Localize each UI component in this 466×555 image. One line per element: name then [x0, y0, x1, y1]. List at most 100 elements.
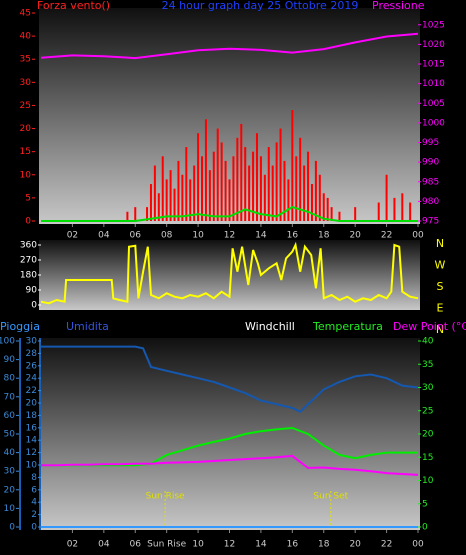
y-tick-label: 10	[4, 504, 16, 514]
y-tick-label: 30	[26, 337, 38, 347]
y-tick-label: 10	[20, 170, 32, 180]
y-tick-label: 1010	[422, 79, 445, 89]
legend-label: Pioggia	[0, 320, 40, 333]
bar	[401, 193, 404, 221]
y-tick-label: 30	[4, 467, 16, 477]
x-tick-label: 18	[318, 231, 330, 241]
bar	[177, 160, 180, 221]
y-tick-label: 60	[4, 411, 16, 421]
bar	[283, 160, 286, 221]
bar	[259, 156, 262, 221]
series-line	[40, 241, 419, 305]
bar	[126, 211, 129, 221]
y-tick-label: 10	[422, 476, 434, 486]
y-tick-label: 30	[20, 78, 32, 88]
y-tick-label: 975	[422, 217, 439, 227]
y-tick-label: 180	[20, 271, 37, 281]
y-tick-label: 5	[25, 193, 31, 203]
x-tick-label: 14	[255, 231, 267, 241]
bar	[252, 151, 255, 221]
y-tick-label: 0	[31, 301, 37, 311]
bar	[157, 193, 160, 221]
x-tick-label: 16	[287, 231, 299, 241]
y-tick-label: 360	[20, 241, 37, 251]
bar	[299, 137, 302, 221]
bar	[275, 142, 278, 221]
y-tick-label: 15	[20, 147, 31, 157]
legend-label: Umidita	[66, 320, 109, 333]
bar	[303, 165, 306, 221]
bar	[153, 165, 156, 221]
x-tick-label: 04	[98, 540, 110, 550]
bar	[267, 147, 270, 221]
x-tick-label: 04	[98, 231, 110, 241]
x-tick-label: 10	[192, 231, 204, 241]
bar	[204, 119, 207, 221]
y-tick-label: 8	[31, 473, 37, 483]
y-tick-label: 25	[422, 406, 433, 416]
bar	[307, 151, 310, 221]
x-tick-label: 18	[318, 540, 330, 550]
y-tick-label: 16	[26, 423, 38, 433]
bar	[255, 133, 258, 221]
series-line	[41, 345, 419, 413]
compass-label: S	[437, 280, 444, 293]
bar	[377, 202, 380, 221]
annotation-label: Sun Rise	[146, 492, 185, 502]
y-tick-label: 35	[422, 360, 433, 370]
bar	[146, 207, 149, 221]
bar	[197, 133, 200, 221]
y-tick-label: 70	[4, 392, 16, 402]
y-tick-label: 90	[26, 286, 38, 296]
y-tick-label: 18	[26, 411, 38, 421]
bar	[165, 179, 168, 221]
bar	[310, 184, 313, 221]
y-tick-label: 22	[26, 386, 37, 396]
x-tick-label: 00	[412, 231, 424, 241]
y-tick-label: 24	[26, 374, 38, 384]
bar	[224, 160, 227, 221]
y-tick-label: 20	[26, 399, 38, 409]
bar	[134, 207, 137, 221]
bar	[216, 128, 219, 221]
series-line	[40, 32, 419, 60]
y-tick-label: 5	[422, 499, 428, 509]
compass-label: W	[435, 259, 446, 272]
x-tick-label: 12	[224, 231, 235, 241]
y-tick-label: 12	[26, 448, 37, 458]
x-tick-label: 10	[192, 540, 204, 550]
bar	[161, 156, 164, 221]
bar	[338, 211, 341, 221]
y-tick-label: 0	[25, 217, 31, 227]
y-tick-label: 80	[4, 374, 16, 384]
x-tick-label: 16	[287, 540, 299, 550]
x-tick-label: Sun Rise	[147, 540, 186, 550]
y-tick-label: 45	[20, 9, 31, 19]
compass-label: N	[436, 323, 444, 336]
bar	[169, 170, 172, 221]
y-tick-label: 0	[9, 523, 15, 533]
y-tick-label: 6	[31, 485, 37, 495]
bar	[287, 179, 290, 221]
y-tick-label: 40	[422, 337, 434, 347]
y-tick-label: 20	[422, 430, 434, 440]
x-tick-label: 12	[224, 540, 235, 550]
y-tick-label: 980	[422, 197, 439, 207]
bar	[385, 174, 388, 221]
x-tick-label: 08	[161, 231, 173, 241]
bar	[173, 188, 176, 221]
bar	[240, 123, 243, 221]
bar	[181, 174, 184, 221]
legend-label: Pressione	[372, 0, 425, 12]
y-tick-label: 1020	[422, 40, 445, 50]
bar	[248, 165, 251, 221]
bar	[393, 197, 396, 221]
bar	[314, 160, 317, 221]
bar	[263, 174, 266, 221]
plot-area	[39, 240, 420, 310]
y-tick-label: 985	[422, 177, 439, 187]
bar	[201, 156, 204, 221]
y-tick-label: 100	[0, 337, 15, 347]
